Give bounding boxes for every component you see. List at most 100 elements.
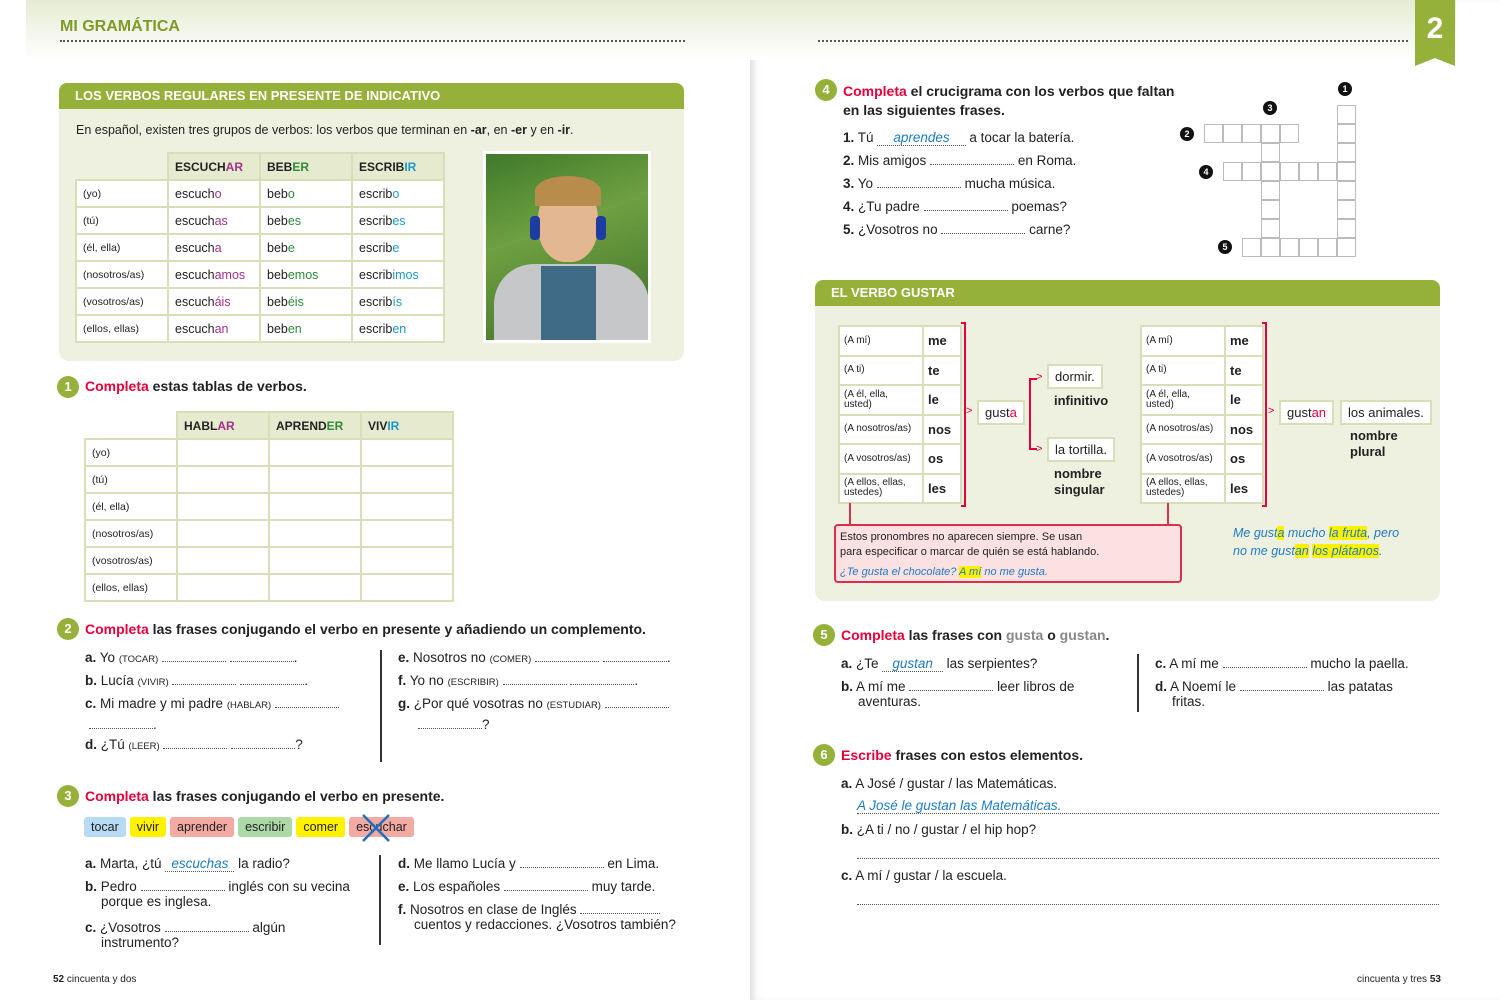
- blank[interactable]: [876, 176, 961, 188]
- text: nos: [928, 421, 952, 437]
- answer-cell[interactable]: [268, 492, 362, 521]
- arrow-icon: >: [1268, 405, 1275, 417]
- blank[interactable]: [930, 153, 1015, 165]
- text: (vosotros/as): [83, 295, 144, 308]
- answer-cell[interactable]: [268, 546, 362, 575]
- crossword-cell[interactable]: [1337, 238, 1356, 257]
- answer-cell[interactable]: [360, 573, 454, 602]
- text: (A nosotros/as): [1146, 423, 1214, 435]
- answer-cell[interactable]: [176, 465, 270, 494]
- gusta-box: gusta: [977, 400, 1025, 425]
- crossword-cell[interactable]: [1261, 162, 1280, 181]
- answer-cell[interactable]: [268, 438, 362, 467]
- blank[interactable]: [162, 650, 226, 662]
- crossword-cell[interactable]: [1204, 124, 1223, 143]
- crossword-cell[interactable]: [1280, 238, 1299, 257]
- answer-cell[interactable]: [176, 438, 270, 467]
- pronoun-phrase: (A ti): [1140, 354, 1226, 386]
- crossword-cell[interactable]: [1261, 143, 1280, 162]
- crossword-cell[interactable]: [1318, 238, 1337, 257]
- ex6-answer-c[interactable]: [857, 904, 1439, 905]
- crossword-cell[interactable]: [1299, 238, 1318, 257]
- crossword-cell[interactable]: [1242, 238, 1261, 257]
- crossword-cell[interactable]: [1318, 162, 1337, 181]
- item-number: 4.: [843, 199, 855, 214]
- animales-box: los animales.: [1340, 400, 1432, 425]
- answer-cell[interactable]: [360, 465, 454, 494]
- crossword-cell[interactable]: [1337, 124, 1356, 143]
- answer-cell[interactable]: [268, 465, 362, 494]
- text: (ESCRIBIR): [447, 677, 499, 688]
- blank[interactable]: [163, 737, 228, 749]
- crossword-cell[interactable]: [1337, 143, 1356, 162]
- text: ER: [326, 418, 344, 433]
- crossword-cell[interactable]: [1242, 124, 1261, 143]
- blank[interactable]: [570, 673, 635, 685]
- table-row: (A ellos, ellas, ustedes) les: [1140, 472, 1264, 504]
- answer: aprendes: [877, 130, 966, 146]
- table-row: (A nosotros/as) nos: [838, 413, 962, 445]
- crossword-cell[interactable]: [1337, 200, 1356, 219]
- answer-cell[interactable]: [268, 573, 362, 602]
- blank[interactable]: [231, 737, 296, 749]
- answer-cell[interactable]: [360, 492, 454, 521]
- answer-cell[interactable]: [360, 546, 454, 575]
- text: (A vosotros/as): [1146, 452, 1213, 464]
- blank[interactable]: [602, 650, 667, 662]
- ex2-item: c. Mi madre y mi padre (HABLAR) .: [85, 696, 339, 732]
- table-row: (A él, ella, usted) le: [838, 384, 962, 416]
- answer-cell[interactable]: [360, 438, 454, 467]
- text: (yo): [83, 187, 102, 200]
- blank[interactable]: [172, 673, 237, 685]
- verb-chip: tocar: [84, 817, 126, 837]
- blank[interactable]: [229, 650, 294, 662]
- answer-cell[interactable]: [176, 492, 270, 521]
- person-cell: (ellos, ellas): [75, 314, 169, 343]
- blank[interactable]: [89, 717, 153, 729]
- answer-cell[interactable]: [176, 519, 270, 548]
- pronoun-phrase: (A vosotros/as): [1140, 443, 1226, 475]
- text: te: [928, 362, 940, 378]
- crossword-cell[interactable]: [1261, 238, 1280, 257]
- blank[interactable]: [274, 696, 339, 708]
- answer-cell[interactable]: [268, 519, 362, 548]
- text: Yo no: [409, 673, 444, 688]
- text: VIV: [368, 418, 388, 433]
- form-cell: escribes: [351, 206, 445, 235]
- crossword-cell[interactable]: [1223, 124, 1242, 143]
- crossword-cell[interactable]: [1337, 162, 1356, 181]
- blank[interactable]: [604, 696, 669, 708]
- crossword-cell[interactable]: [1223, 162, 1242, 181]
- text: .: [153, 717, 157, 732]
- text: Yo: [857, 176, 874, 191]
- crossword-cell[interactable]: [1261, 219, 1280, 238]
- answer-cell[interactable]: [176, 546, 270, 575]
- blank[interactable]: [941, 222, 1026, 234]
- blank[interactable]: [240, 673, 305, 685]
- blank[interactable]: [418, 717, 482, 729]
- ex6-answer-b[interactable]: [857, 858, 1439, 859]
- answer-cell[interactable]: [176, 573, 270, 602]
- crossword-cell[interactable]: [1261, 200, 1280, 219]
- crossword-cell[interactable]: [1299, 162, 1318, 181]
- crossword-cell[interactable]: [1280, 162, 1299, 181]
- crossword-cell[interactable]: [1242, 162, 1261, 181]
- crossword-cell[interactable]: [1337, 105, 1356, 124]
- text: escuch: [175, 240, 215, 255]
- blank[interactable]: [502, 673, 567, 685]
- crossword-cell[interactable]: [1280, 124, 1299, 143]
- text: (vosotros/as): [92, 554, 153, 567]
- crossword-cell[interactable]: [1261, 181, 1280, 200]
- ex6-answer-a[interactable]: A José le gustan las Matemáticas.: [857, 798, 1439, 814]
- verb-chip: comer: [296, 817, 346, 837]
- ex5-item-d: d. A Noemí le las patatas fritas.: [1155, 679, 1393, 709]
- form-cell: escucháis: [167, 287, 261, 316]
- answer-cell[interactable]: [360, 519, 454, 548]
- pronoun-phrase: (A mí): [838, 325, 924, 357]
- text: Nosotros no: [413, 650, 486, 665]
- crossword-cell[interactable]: [1337, 219, 1356, 238]
- blank[interactable]: [535, 650, 600, 662]
- crossword-cell[interactable]: [1337, 181, 1356, 200]
- blank[interactable]: [923, 199, 1008, 211]
- crossword-cell[interactable]: [1261, 124, 1280, 143]
